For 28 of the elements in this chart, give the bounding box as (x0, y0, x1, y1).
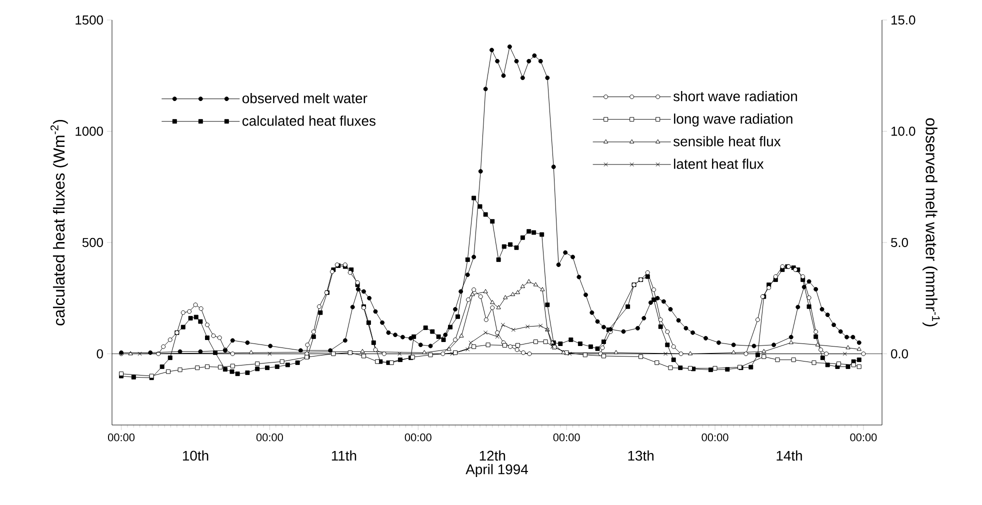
y2-tick-label: 15.0 (891, 15, 916, 25)
x-tick-label: 00:00 (702, 434, 728, 442)
x-tick-label: 00:00 (553, 434, 580, 442)
text: 10th (182, 450, 208, 461)
y-tick-label: 0 (96, 349, 103, 358)
legend-label: calculated heat fluxes (242, 116, 376, 126)
y-axis-title: calculated heat fluxes (Wm$^{-2}$) (50, 120, 68, 326)
legend-label: latent heat flux (674, 158, 764, 169)
legend-label: short wave radiation (673, 91, 797, 102)
x-tick-label: 00:00 (850, 434, 877, 442)
x-tick-label: 00:00 (404, 434, 432, 442)
y-tick-label: 500 (82, 238, 103, 248)
legend-label: long wave radiation (674, 114, 792, 127)
x-tick-label: 00:00 (256, 434, 283, 442)
y-tick-label: 1500 (76, 15, 103, 25)
text: 12th (480, 450, 506, 461)
y2-tick-label: 5.0 (891, 238, 908, 248)
y-tick-label: 1000 (76, 126, 103, 136)
y2-tick-label: 10.0 (891, 126, 916, 136)
y2-axis-title: observed melt water (mmhr$^{-1}$) (922, 118, 940, 326)
legend-label: sensible heat flux (673, 136, 781, 146)
y2-tick-label: 0.0 (891, 349, 908, 358)
text: 14th (776, 450, 802, 461)
x-tick-label: 00:00 (108, 434, 135, 442)
text: 13th (628, 450, 654, 461)
text: 11th (332, 450, 356, 461)
x-axis-title: April 1994 (466, 464, 528, 478)
legend-label: observed melt water (242, 93, 368, 104)
